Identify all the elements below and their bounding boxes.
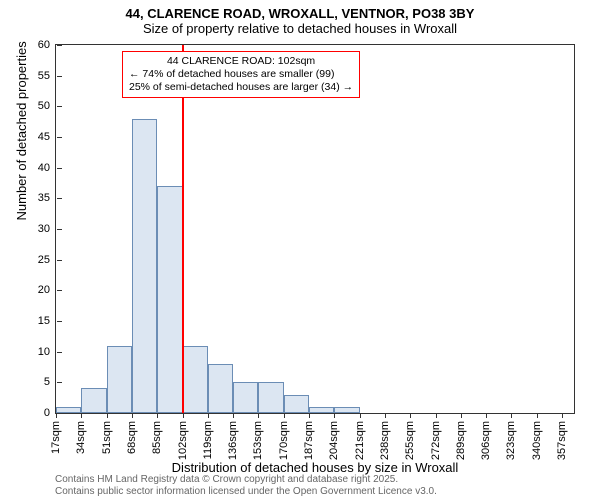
x-tick-mark	[461, 413, 462, 418]
chart-title-sub: Size of property relative to detached ho…	[0, 21, 600, 40]
x-tick-mark	[410, 413, 411, 418]
x-tick-label: 170sqm	[278, 421, 290, 460]
x-tick-mark	[132, 413, 133, 418]
x-tick-label: 221sqm	[354, 421, 366, 460]
x-tick-label: 34sqm	[75, 421, 87, 454]
x-tick-mark	[183, 413, 184, 418]
footer-line-2: Contains public sector information licen…	[55, 486, 437, 498]
x-tick-label: 272sqm	[430, 421, 442, 460]
y-tick: 5	[44, 376, 56, 388]
x-tick-mark	[208, 413, 209, 418]
x-tick-label: 153sqm	[252, 421, 264, 460]
y-tick: 35	[38, 192, 56, 204]
x-tick-mark	[436, 413, 437, 418]
footer-line-1: Contains HM Land Registry data © Crown c…	[55, 474, 437, 486]
x-tick-label: 136sqm	[227, 421, 239, 460]
y-tick: 45	[38, 131, 56, 143]
histogram-bar	[309, 407, 334, 413]
x-tick-label: 17sqm	[50, 421, 62, 454]
x-tick-mark	[284, 413, 285, 418]
x-tick-mark	[360, 413, 361, 418]
y-tick: 40	[38, 162, 56, 174]
annotation-box: 44 CLARENCE ROAD: 102sqm← 74% of detache…	[122, 51, 360, 98]
x-tick-mark	[385, 413, 386, 418]
histogram-bar	[81, 388, 106, 413]
x-tick-label: 187sqm	[303, 421, 315, 460]
histogram-bar	[107, 346, 132, 413]
chart-title-main: 44, CLARENCE ROAD, WROXALL, VENTNOR, PO3…	[0, 0, 600, 21]
y-tick: 30	[38, 223, 56, 235]
annotation-line: ← 74% of detached houses are smaller (99…	[129, 68, 353, 81]
x-tick-mark	[537, 413, 538, 418]
histogram-bar	[258, 382, 283, 413]
x-tick-label: 255sqm	[404, 421, 416, 460]
x-tick-label: 68sqm	[126, 421, 138, 454]
x-tick-label: 289sqm	[455, 421, 467, 460]
x-tick-mark	[258, 413, 259, 418]
x-tick-mark	[233, 413, 234, 418]
x-tick-mark	[81, 413, 82, 418]
y-tick: 25	[38, 254, 56, 266]
x-tick-label: 357sqm	[556, 421, 568, 460]
reference-line	[182, 45, 184, 413]
x-tick-label: 102sqm	[177, 421, 189, 460]
x-tick-mark	[56, 413, 57, 418]
y-tick: 50	[38, 100, 56, 112]
annotation-line: 25% of semi-detached houses are larger (…	[129, 81, 353, 94]
x-tick-label: 238sqm	[379, 421, 391, 460]
x-axis-label: Distribution of detached houses by size …	[55, 460, 575, 475]
x-tick-mark	[334, 413, 335, 418]
histogram-bar	[56, 407, 81, 413]
histogram-bar	[183, 346, 208, 413]
histogram-bar	[284, 395, 309, 413]
y-tick: 0	[44, 407, 56, 419]
x-tick-mark	[309, 413, 310, 418]
histogram-bar	[208, 364, 233, 413]
histogram-bar	[132, 119, 157, 413]
plot-area: 05101520253035404550556017sqm34sqm51sqm6…	[55, 44, 575, 414]
y-tick: 15	[38, 315, 56, 327]
y-tick: 20	[38, 284, 56, 296]
x-tick-mark	[486, 413, 487, 418]
histogram-bar	[157, 186, 182, 413]
x-tick-label: 119sqm	[202, 421, 214, 459]
footer-attribution: Contains HM Land Registry data © Crown c…	[55, 474, 437, 498]
x-tick-label: 340sqm	[531, 421, 543, 460]
x-tick-label: 85sqm	[151, 421, 163, 454]
histogram-bar	[334, 407, 359, 413]
x-tick-mark	[562, 413, 563, 418]
histogram-bar	[233, 382, 258, 413]
x-tick-label: 306sqm	[480, 421, 492, 460]
chart-container: 44, CLARENCE ROAD, WROXALL, VENTNOR, PO3…	[0, 0, 600, 500]
annotation-line: 44 CLARENCE ROAD: 102sqm	[129, 55, 353, 68]
y-tick: 60	[38, 39, 56, 51]
y-tick: 55	[38, 70, 56, 82]
x-tick-mark	[157, 413, 158, 418]
x-tick-label: 204sqm	[328, 421, 340, 460]
y-tick: 10	[38, 346, 56, 358]
x-tick-label: 51sqm	[101, 421, 113, 454]
x-tick-mark	[107, 413, 108, 418]
x-tick-mark	[511, 413, 512, 418]
x-tick-label: 323sqm	[505, 421, 517, 460]
y-axis-label: Number of detached properties	[14, 41, 29, 220]
